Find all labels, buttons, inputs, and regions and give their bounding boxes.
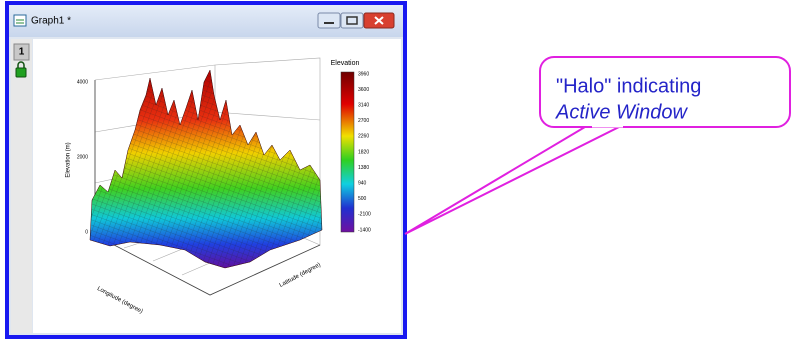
- colorbar-label: 500: [358, 196, 367, 202]
- colorbar-label: 3960: [358, 71, 369, 77]
- surface: [89, 69, 323, 269]
- z-ticks: 4000 2000 0: [77, 79, 88, 235]
- z-tick-label: 0: [85, 229, 88, 235]
- window-title: Graph1 *: [31, 16, 71, 27]
- colorbar-label: 2260: [358, 134, 369, 140]
- legend-title: Elevation: [331, 60, 360, 67]
- layer-strip: [11, 39, 32, 333]
- close-glyph: [374, 16, 384, 25]
- maximize-glyph: [346, 16, 358, 25]
- minimize-button[interactable]: [317, 12, 341, 29]
- z-tick-label: 2000: [77, 154, 88, 160]
- layer-number: 1: [19, 47, 25, 58]
- colorbar-labels: 3960 3600 3140 2700 2260 1820 1380 940 500 -2100 -…: [358, 71, 371, 233]
- colorbar-label: 3140: [358, 103, 369, 109]
- colorbar: [340, 71, 355, 233]
- colorbar-label: 940: [358, 181, 367, 187]
- colorbar-label: 1380: [358, 165, 369, 171]
- callout-tail: [404, 123, 626, 235]
- colorbar-label: -2100: [358, 212, 371, 218]
- colorbar-label: 1820: [358, 149, 369, 155]
- maximize-button[interactable]: [340, 12, 364, 29]
- lock-icon[interactable]: [15, 67, 27, 78]
- callout-line1: "Halo" indicating: [556, 75, 701, 97]
- colorbar-label: 3600: [358, 87, 369, 93]
- colorbar-label: -1400: [358, 227, 371, 233]
- z-tick-label: 4000: [77, 79, 88, 85]
- box-axes: [94, 80, 321, 296]
- callout-line2: Active Window: [555, 101, 689, 123]
- colorbar-label: 2700: [358, 118, 369, 124]
- z-axis-title: Elevation (m): [66, 142, 72, 177]
- lock-shackle: [17, 61, 25, 68]
- layer-tab[interactable]: [13, 43, 30, 61]
- callout-box: [539, 56, 791, 128]
- window-icon-lines: [16, 19, 24, 24]
